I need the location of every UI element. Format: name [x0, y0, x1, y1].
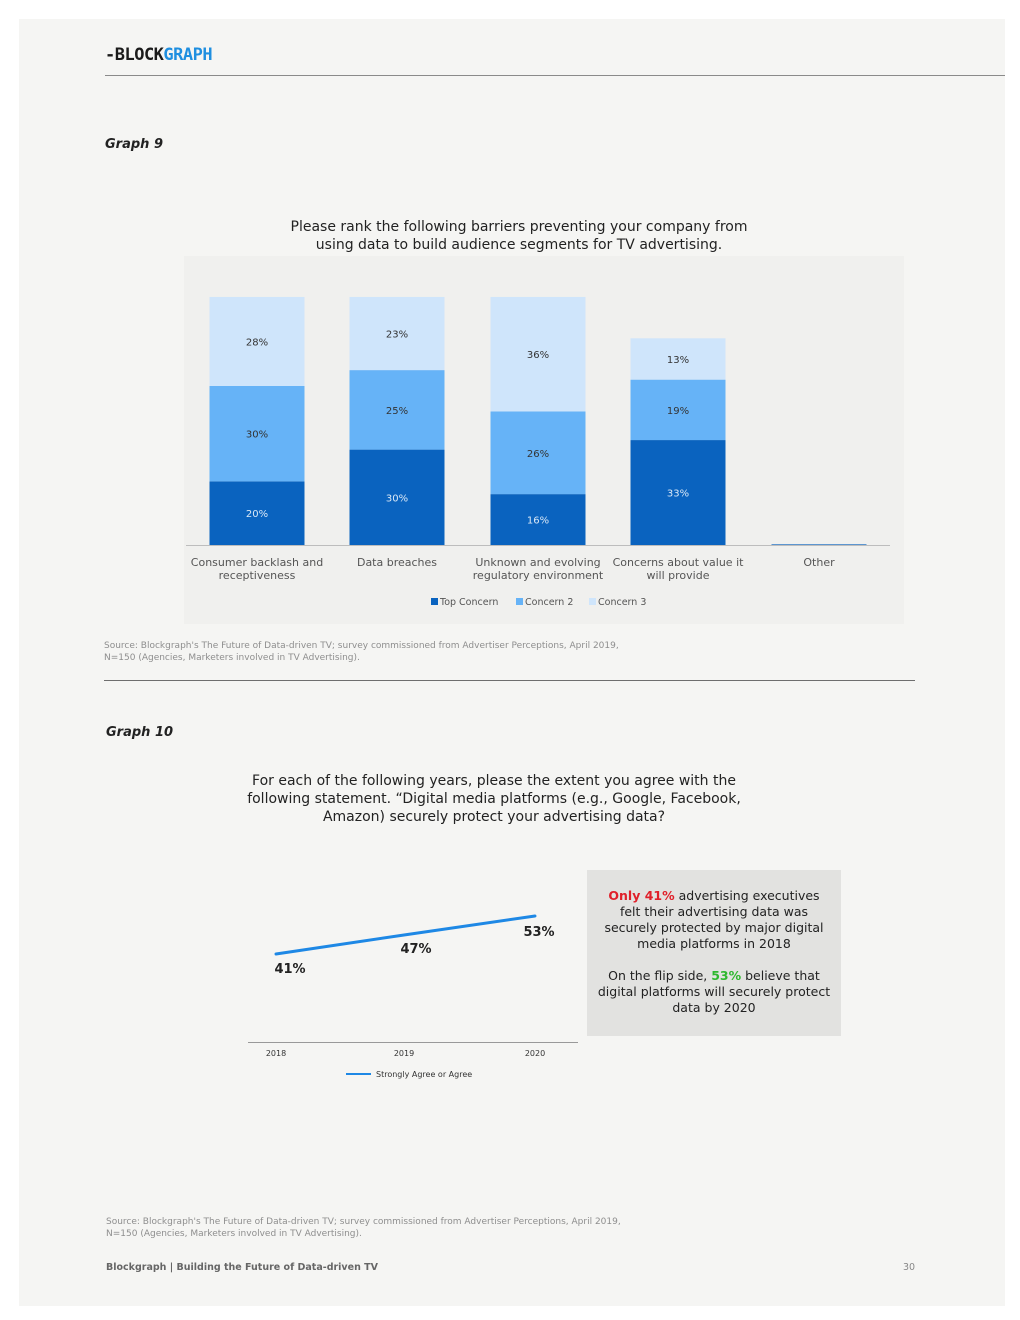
bar-data-label: 36%	[527, 350, 549, 361]
graph-10-title-line-3: Amazon) securely protect your advertisin…	[322, 809, 666, 825]
callout-text-1: advertising executives felt their advert…	[604, 888, 824, 951]
graph-9-source: Source: Blockgraph's The Future of Data-…	[104, 641, 619, 663]
bar-segment	[209, 481, 305, 545]
logo-block: -BLOCK	[105, 45, 164, 65]
bar-segment	[490, 411, 586, 495]
legend-swatch	[516, 598, 523, 605]
bar-category-label: Data breaches	[357, 556, 437, 569]
bar-segment	[349, 449, 445, 545]
graph-9-title: Please rank the following barriers preve…	[219, 218, 819, 254]
graph-10-title-line-2: following statement. “Digital media plat…	[247, 791, 741, 807]
line-data-label: 47%	[400, 942, 431, 957]
bar-data-label: 16%	[527, 516, 549, 527]
graph-9-title-line-2: using data to build audience segments fo…	[315, 237, 723, 253]
footer-text: Blockgraph | Building the Future of Data…	[106, 1262, 378, 1273]
page-number: 30	[903, 1262, 916, 1273]
line-data-label: 53%	[523, 925, 554, 940]
legend-swatch	[431, 598, 438, 605]
legend-label: Top Concern	[439, 597, 498, 608]
bar-data-label: 19%	[667, 406, 689, 417]
bar-category-label: Concerns about value it	[613, 556, 745, 569]
callout-paragraph-1: Only 41% advertising executives felt the…	[597, 888, 831, 952]
bar-data-label: 33%	[667, 489, 689, 500]
line-x-tick-label: 2019	[394, 1049, 414, 1058]
graph-9-stacked-bar-chart: 20% 30% 28% Consumer backlash andreceptiven…	[186, 296, 890, 608]
legend-label: Concern 3	[598, 597, 646, 608]
bar-data-label: 13%	[667, 355, 689, 366]
bar-data-label: 30%	[386, 493, 408, 504]
graph-9-title-line-1: Please rank the following barriers preve…	[290, 219, 748, 235]
section-divider	[104, 680, 915, 681]
bar-segment	[490, 494, 586, 545]
header-divider	[105, 75, 1005, 76]
bar-segment	[630, 379, 726, 441]
bar-category-label: Unknown and evolving	[475, 556, 600, 569]
bar-segment	[490, 296, 586, 412]
graph-10-label: Graph 10	[106, 725, 174, 740]
graph-10-title: For each of the following years, please …	[194, 772, 794, 826]
graph-10-source: Source: Blockgraph's The Future of Data-…	[106, 1217, 621, 1239]
callout-text-2b: believe that digital platforms will secu…	[597, 968, 831, 1015]
bar-data-label: 23%	[386, 330, 408, 341]
bar-data-label: 25%	[386, 406, 408, 417]
bar-segment	[209, 386, 305, 482]
callout-highlight-53: 53%	[711, 968, 742, 983]
line-legend-label: Strongly Agree or Agree	[376, 1070, 472, 1079]
bar-category-label: Other	[803, 556, 835, 569]
graph-10-line-chart: 2018 2019 2020 41% 47% 53% Strongly Agree or A…	[248, 914, 578, 1079]
bar-segment	[349, 296, 445, 371]
bar-data-label: 28%	[246, 337, 268, 348]
bar-data-label: 26%	[527, 449, 549, 460]
callout-paragraph-2: On the flip side, 53% believe that digit…	[597, 968, 831, 1016]
legend-swatch	[589, 598, 596, 605]
logo-graph: GRAPH	[163, 45, 213, 65]
bar-category-label: Consumer backlash and	[191, 556, 323, 569]
graph-10-title-line-1: For each of the following years, please …	[252, 773, 736, 789]
bar-segment	[771, 544, 867, 545]
callout-text-2a: On the flip side,	[608, 968, 712, 983]
callout-highlight-41: Only 41%	[608, 888, 675, 903]
line-x-tick-label: 2020	[525, 1049, 545, 1058]
bar-category-label: receptiveness	[219, 569, 296, 582]
line-series-strongly-agree	[274, 914, 537, 956]
line-data-label: 41%	[274, 962, 305, 977]
graph-10-callout: Only 41% advertising executives felt the…	[587, 870, 841, 1036]
bar-segment	[630, 440, 726, 545]
bar-category-label: will provide	[647, 569, 710, 582]
bar-segment	[630, 338, 726, 380]
legend-label: Concern 2	[525, 597, 573, 608]
bar-data-label: 20%	[246, 509, 268, 520]
bar-category-label: regulatory environment	[473, 569, 604, 582]
report-page: -BLOCKGRAPH Graph 9 Please rank the foll…	[19, 19, 1005, 1306]
graph-9-label: Graph 9	[105, 137, 163, 152]
bar-segment	[349, 370, 445, 450]
blockgraph-logo: -BLOCKGRAPH	[105, 45, 213, 65]
line-x-tick-label: 2018	[266, 1049, 286, 1058]
bar-segment	[209, 296, 305, 386]
bar-data-label: 30%	[246, 430, 268, 441]
